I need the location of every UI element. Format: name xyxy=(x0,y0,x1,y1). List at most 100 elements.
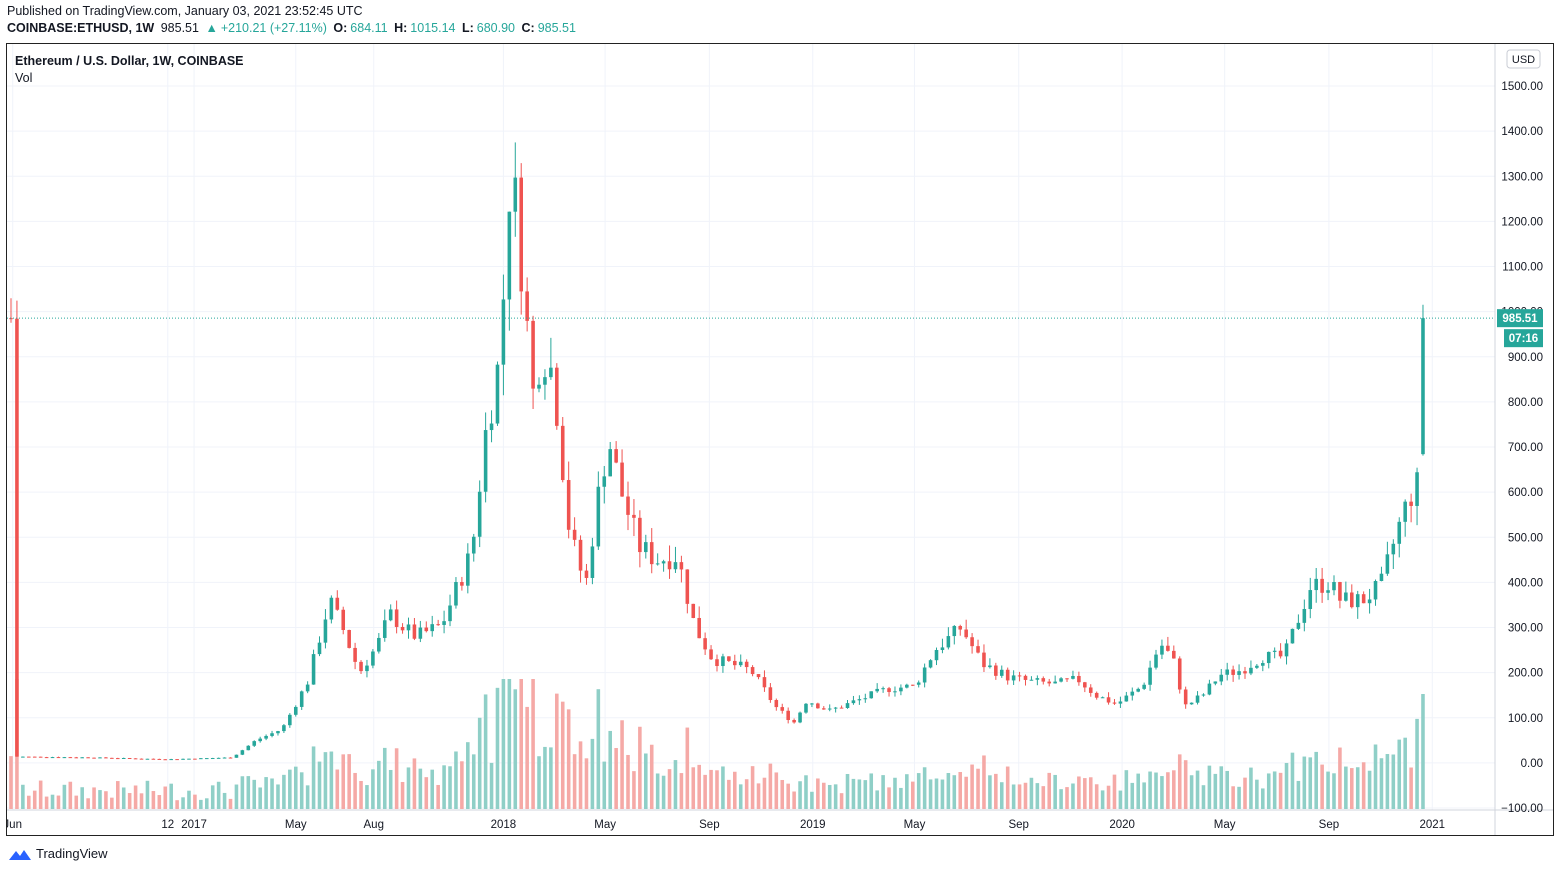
candle xyxy=(821,706,826,710)
volume-bar xyxy=(507,679,512,809)
last-price: 985.51 xyxy=(160,21,199,35)
candle xyxy=(1361,591,1366,604)
volume-bar xyxy=(922,767,927,809)
volume-bar xyxy=(697,764,701,809)
candle xyxy=(697,606,701,639)
tradingview-footer[interactable]: TradingView xyxy=(8,846,108,861)
candle xyxy=(1166,636,1170,652)
volume-bar xyxy=(1237,786,1241,809)
candle xyxy=(566,461,571,539)
candle xyxy=(1367,588,1372,614)
volume-bar xyxy=(1326,771,1330,809)
currency-button[interactable]: USD xyxy=(1506,49,1541,69)
volume-bar xyxy=(827,784,832,809)
candle xyxy=(887,686,891,697)
volume-bar xyxy=(1142,782,1146,809)
candle xyxy=(608,441,612,477)
candle xyxy=(264,734,268,741)
candle xyxy=(270,730,274,738)
candle xyxy=(869,691,874,699)
candle xyxy=(703,632,707,655)
candle xyxy=(121,757,126,759)
volume-bar xyxy=(839,793,844,809)
candle xyxy=(685,569,690,614)
volume-bar xyxy=(946,773,951,809)
candle xyxy=(1029,676,1034,681)
y-tick-label: −100.00 xyxy=(1501,803,1543,815)
volume-bar xyxy=(1005,766,1010,809)
candle xyxy=(365,659,369,678)
y-tick-label: 800.00 xyxy=(1508,397,1543,409)
candle xyxy=(240,749,245,756)
volume-bar xyxy=(988,775,992,809)
candle xyxy=(1207,679,1212,696)
last-price-badge xyxy=(1497,309,1543,328)
candle xyxy=(86,757,90,759)
volume-bar xyxy=(501,679,506,809)
volume-bar xyxy=(394,748,399,809)
volume-bar xyxy=(56,795,61,809)
candle xyxy=(810,702,814,708)
candle xyxy=(116,757,120,760)
candle xyxy=(288,713,292,728)
candle xyxy=(1355,590,1360,619)
open-value: 684.11 xyxy=(350,21,388,35)
candle xyxy=(1083,681,1087,693)
last-price-badge-text: 985.51 xyxy=(1502,313,1538,325)
volume-bar xyxy=(329,751,334,809)
volume-bar xyxy=(1302,756,1307,809)
y-tick-label: 600.00 xyxy=(1508,487,1543,499)
volume-bar xyxy=(940,779,945,809)
volume-bar xyxy=(638,726,642,809)
candle xyxy=(1059,677,1063,683)
x-tick-label: May xyxy=(904,819,926,831)
volume-bar xyxy=(163,786,168,809)
x-tick-label: 2020 xyxy=(1109,819,1135,831)
candle xyxy=(970,633,974,654)
candle xyxy=(1261,660,1265,672)
low-value: 680.90 xyxy=(476,21,516,35)
candle xyxy=(1421,304,1425,456)
volume-bar xyxy=(1332,773,1336,809)
volume-bar xyxy=(1415,718,1419,809)
candle xyxy=(1320,567,1324,603)
volume-bar xyxy=(27,795,31,809)
candle xyxy=(560,417,565,483)
high-value: 1015.14 xyxy=(410,21,456,35)
candle xyxy=(839,705,844,709)
candle xyxy=(430,615,435,637)
volume-bar xyxy=(1112,774,1117,809)
candle xyxy=(756,674,761,680)
volume-bar xyxy=(424,777,429,809)
volume-bar xyxy=(252,779,257,809)
volume-bar xyxy=(460,761,464,809)
volume-bar xyxy=(353,772,357,809)
volume-bar xyxy=(1355,767,1360,809)
price-chart[interactable]: 1500.001400.001300.001200.001100.001000.… xyxy=(3,44,1553,835)
volume-bar xyxy=(999,782,1004,809)
volume-bar xyxy=(1207,765,1212,809)
volume-bar xyxy=(1421,694,1425,809)
candles xyxy=(9,142,1425,761)
volume-bar xyxy=(1225,770,1229,809)
candle xyxy=(74,756,79,759)
chart-frame: 1500.001400.001300.001200.001100.001000.… xyxy=(3,43,1554,836)
volume-bar xyxy=(1344,766,1348,809)
volume-bar xyxy=(495,687,500,809)
grid-lines xyxy=(7,44,1495,810)
candle xyxy=(1100,696,1105,699)
candle xyxy=(252,740,257,748)
candle xyxy=(875,683,879,693)
x-tick-label: Sep xyxy=(1319,819,1339,831)
candle xyxy=(27,756,31,758)
volume-bar xyxy=(365,785,369,809)
volume-bar xyxy=(1106,785,1111,809)
candle xyxy=(187,758,191,760)
candle xyxy=(1332,575,1336,596)
volume-bar xyxy=(335,769,340,809)
volume-bar xyxy=(1231,786,1235,809)
volume-bar xyxy=(1243,777,1247,809)
volume-bar xyxy=(181,797,185,809)
volume-bar xyxy=(1047,772,1052,809)
candle xyxy=(466,543,470,594)
